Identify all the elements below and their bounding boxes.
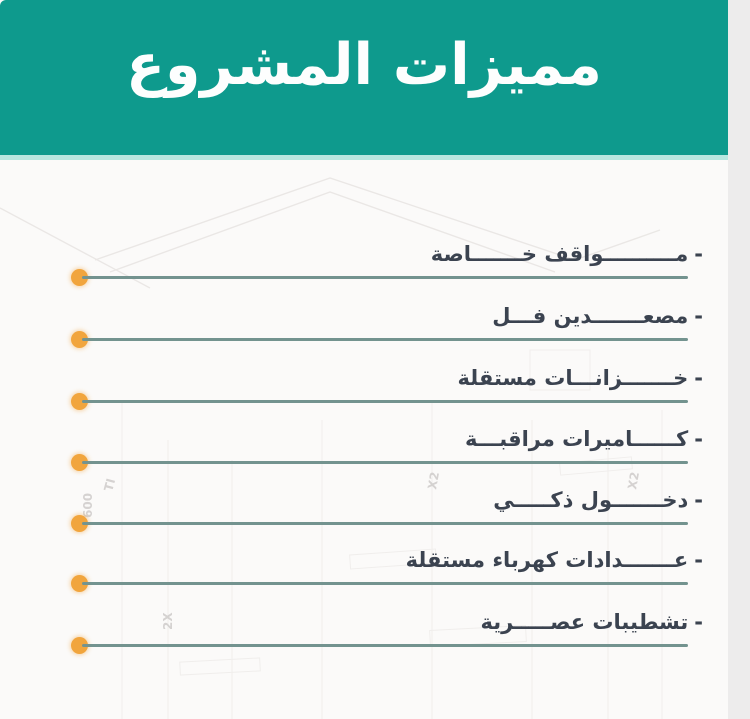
feature-row: -مــــــــــواقف خـــــــاصة [0, 230, 728, 300]
feature-dash: - [694, 242, 703, 266]
feature-label: خـــــــزانـــات مستقلة [457, 366, 689, 390]
feature-label: مــــــــــواقف خـــــــاصة [430, 242, 689, 266]
feature-label: عـــــــدادات كهرباء مستقلة [405, 548, 689, 572]
feature-underline [82, 644, 688, 647]
feature-text: -تشطيبات عصـــــرية [481, 610, 703, 634]
feature-underline [82, 522, 688, 525]
feature-row: -دخـــــــول ذكـــــي [0, 476, 728, 546]
feature-row: -تشطيبات عصـــــرية [0, 598, 728, 668]
feature-label: دخـــــــول ذكـــــي [493, 488, 689, 512]
feature-underline [82, 338, 688, 341]
page-title: مميزات المشروع [126, 31, 602, 98]
feature-dash: - [694, 366, 703, 390]
feature-underline [82, 400, 688, 403]
feature-text: -مصعـــــــدين فـــل [492, 304, 703, 328]
feature-dash: - [694, 304, 703, 328]
bullet-dot-icon [71, 637, 88, 654]
bullet-dot-icon [71, 515, 88, 532]
feature-text: -خـــــــزانـــات مستقلة [458, 366, 703, 390]
feature-text: -مــــــــــواقف خـــــــاصة [431, 242, 703, 266]
feature-row: -خـــــــزانـــات مستقلة [0, 354, 728, 424]
feature-text: -دخـــــــول ذكـــــي [493, 488, 703, 512]
feature-underline [82, 582, 688, 585]
bullet-dot-icon [71, 331, 88, 348]
feature-row: -عـــــــدادات كهرباء مستقلة [0, 536, 728, 606]
feature-dash: - [694, 488, 703, 512]
feature-label: مصعـــــــدين فـــل [492, 304, 689, 328]
header-banner: مميزات المشروع [0, 0, 728, 160]
feature-dash: - [694, 548, 703, 572]
feature-row: -كــــــاميرات مراقبـــة [0, 415, 728, 485]
feature-label: كــــــاميرات مراقبـــة [465, 427, 689, 451]
bullet-dot-icon [71, 454, 88, 471]
feature-label: تشطيبات عصـــــرية [480, 610, 689, 634]
bullet-dot-icon [71, 393, 88, 410]
feature-text: -عـــــــدادات كهرباء مستقلة [406, 548, 703, 572]
bullet-dot-icon [71, 269, 88, 286]
page-edge-strip [728, 0, 750, 719]
feature-underline [82, 461, 688, 464]
feature-underline [82, 276, 688, 279]
feature-dash: - [694, 610, 703, 634]
feature-row: -مصعـــــــدين فـــل [0, 292, 728, 362]
feature-text: -كــــــاميرات مراقبـــة [465, 427, 703, 451]
bullet-dot-icon [71, 575, 88, 592]
feature-dash: - [694, 427, 703, 451]
